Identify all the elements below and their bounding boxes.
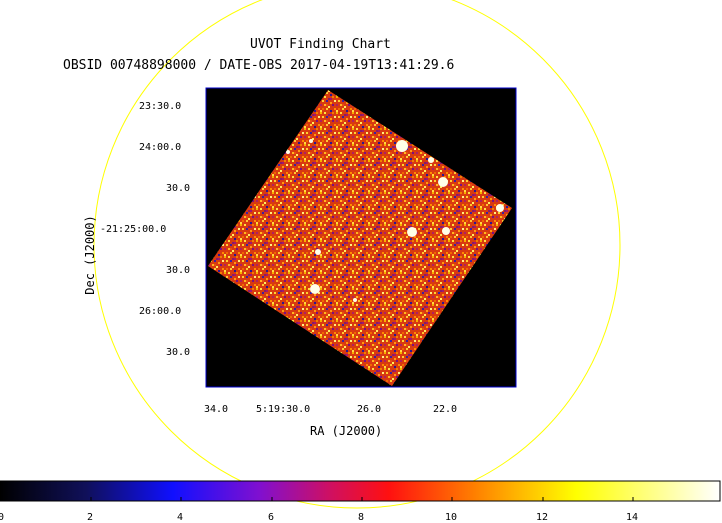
colorbar-tick-label: 4 [177, 512, 184, 523]
dec-tick-label: 30.0 [166, 183, 191, 194]
colorbar-tick-label: 6 [268, 512, 275, 523]
dec-tick-label: 23:30.0 [139, 101, 182, 112]
field-of-view-circle [93, 0, 621, 509]
star [315, 249, 321, 255]
image-frame [205, 87, 517, 388]
star [442, 227, 450, 235]
dec-tick-label: 30.0 [166, 347, 191, 358]
colorbar-tick-marks [90, 497, 634, 501]
y-axis-label: Dec (J2000) [83, 215, 97, 295]
star [310, 284, 320, 294]
star [428, 157, 434, 163]
colorbar-tick-label: 8 [358, 512, 365, 523]
star [286, 150, 290, 154]
dec-tick-label: 24:00.0 [139, 142, 182, 153]
star [396, 140, 408, 152]
star [309, 139, 313, 143]
exposure-tile [208, 90, 512, 386]
colorbar-tick-label: 10 [445, 512, 458, 523]
ra-tick-label: 22.0 [433, 404, 458, 415]
star [496, 204, 504, 212]
dec-tick-label: 30.0 [166, 265, 191, 276]
star [353, 298, 357, 302]
colorbar-tick-label: 14 [626, 512, 639, 523]
colorbar-tick-label: 2 [87, 512, 94, 523]
colorbar-tick-label: 0 [0, 512, 5, 523]
star [407, 227, 417, 237]
ra-tick-label: 26.0 [357, 404, 382, 415]
chart-subtitle: OBSID 00748898000 / DATE-OBS 2017-04-19T… [63, 58, 455, 73]
dec-tick-label: 26:00.0 [139, 306, 182, 317]
colorbar [0, 480, 721, 502]
star [438, 177, 448, 187]
colorbar-tick-label: 12 [536, 512, 549, 523]
ra-tick-label: 34.0 [204, 404, 229, 415]
ra-tick-label: 5:19:30.0 [256, 404, 311, 415]
stars [286, 139, 504, 302]
dec-tick-label: -21:25:00.0 [100, 224, 167, 235]
x-axis-label: RA (J2000) [310, 424, 383, 438]
chart-title: UVOT Finding Chart [250, 37, 391, 52]
